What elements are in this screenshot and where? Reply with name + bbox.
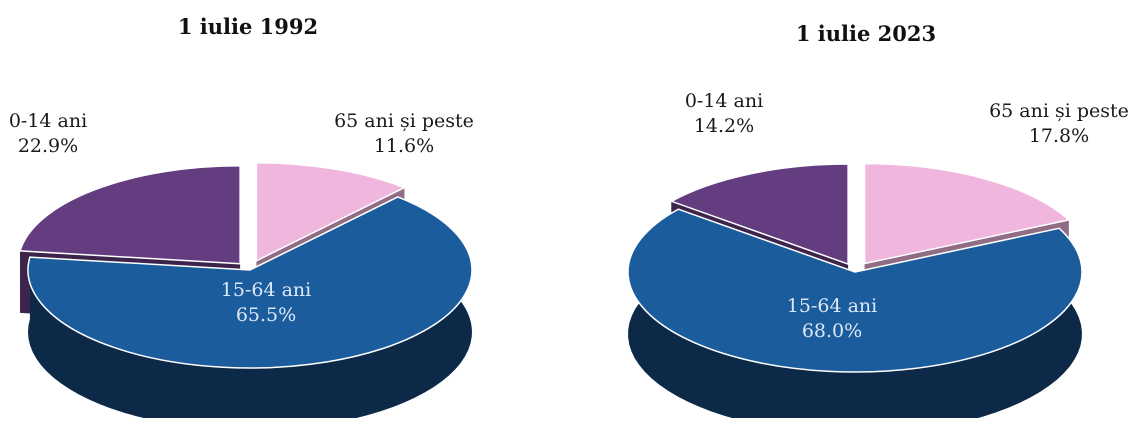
slice-top-0-14-ani — [19, 165, 241, 265]
slice-15-64-ani — [27, 196, 473, 422]
slice-top-15-64-ani — [627, 208, 1083, 373]
slice-value-label: 68.0% — [802, 320, 862, 342]
slice-label-0-14-ani: 0-14 ani 22.9% — [9, 110, 87, 157]
slice-label-text: 0-14 ani — [685, 90, 763, 112]
chart-title: 1 iulie 2023 — [796, 21, 936, 46]
slice-label-15-64-ani: 15-64 ani 65.5% — [221, 279, 311, 326]
chart-title: 1 iulie 1992 — [178, 14, 318, 39]
slice-value-label: 22.9% — [18, 135, 78, 157]
pie-chart-2: 1 iulie 2023 15-64 ani 68.0% 0-14 ani 14.2% 6… — [627, 21, 1129, 422]
slice-value-label: 14.2% — [694, 115, 754, 137]
slice-label-0-14-ani: 0-14 ani 14.2% — [685, 90, 763, 137]
slice-label-text: 65 ani și peste — [334, 110, 474, 132]
slice-15-64-ani — [627, 208, 1083, 422]
slice-label-text: 0-14 ani — [9, 110, 87, 132]
slice-label-15-64-ani: 15-64 ani 68.0% — [787, 295, 877, 342]
pie-chart-1: 1 iulie 1992 15-64 ani 65.5% 0-14 ani 22.9% 6… — [9, 14, 474, 422]
slice-label-65-ani-si-peste: 65 ani și peste 11.6% — [334, 110, 474, 157]
slice-top-65-ani-si-peste — [255, 161, 407, 262]
slice-label-text: 15-64 ani — [221, 279, 311, 301]
slice-value-label: 17.8% — [1029, 125, 1089, 147]
slice-label-text: 65 ani și peste — [989, 100, 1129, 122]
slice-side-15-64-ani — [628, 209, 1082, 422]
slice-label-text: 15-64 ani — [787, 295, 877, 317]
slice-label-65-ani-si-peste: 65 ani și peste 17.8% — [989, 100, 1129, 147]
slice-value-label: 11.6% — [374, 135, 434, 157]
slice-top-0-14-ani — [669, 163, 849, 266]
slice-top-15-64-ani — [27, 196, 473, 369]
slice-side-15-64-ani — [28, 196, 472, 422]
slice-top-65-ani-si-peste — [863, 162, 1071, 265]
slice-value-label: 65.5% — [236, 304, 296, 326]
